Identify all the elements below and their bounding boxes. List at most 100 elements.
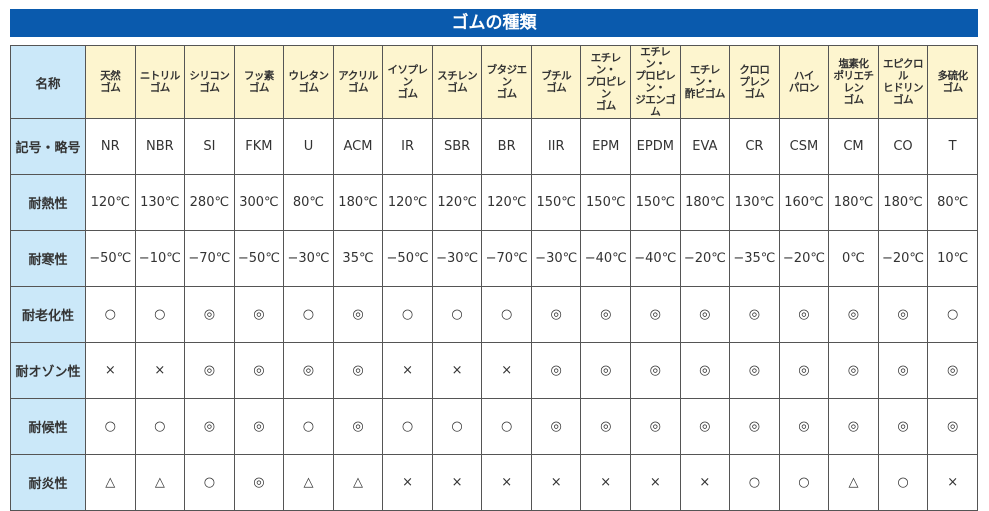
- table-cell: CR: [729, 118, 780, 175]
- table-cell: ×: [85, 342, 136, 399]
- table-cell: ◎: [877, 398, 929, 455]
- rubber-name: フッ素 ゴム: [233, 45, 285, 119]
- table-cell: ○: [481, 286, 532, 343]
- table-cell: IR: [382, 118, 433, 175]
- table-cell: ×: [382, 454, 433, 511]
- table-cell: ◎: [332, 342, 384, 399]
- table-cell: EPDM: [630, 118, 681, 175]
- table-cell: ○: [729, 454, 780, 511]
- table-cell: IIR: [530, 118, 582, 175]
- table-cell: ○: [134, 398, 186, 455]
- header-row: 名称 天然 ゴム ニトリル ゴム シリコン ゴム フッ素 ゴム ウレタン ゴム アクリル …: [10, 45, 978, 119]
- table-cell: ○: [431, 286, 483, 343]
- table-cell: ◎: [679, 342, 731, 399]
- table-cell: BR: [481, 118, 532, 175]
- table-cell: ×: [580, 454, 632, 511]
- table-cell: CO: [877, 118, 929, 175]
- table-cell: ○: [283, 398, 334, 455]
- table-cell: 35℃: [332, 230, 384, 287]
- table-cell: ×: [382, 342, 433, 399]
- table-cell: ◎: [184, 342, 235, 399]
- table-cell: ○: [184, 454, 235, 511]
- table-cell: 130℃: [729, 174, 780, 231]
- table-cell: ◎: [729, 398, 780, 455]
- table-cell: ◎: [877, 342, 929, 399]
- table-cell: ×: [431, 454, 483, 511]
- table-cell: ◎: [679, 286, 731, 343]
- table-cell: 160℃: [778, 174, 830, 231]
- rubber-name: クロロ プレン ゴム: [729, 45, 780, 119]
- table-cell: ○: [382, 398, 433, 455]
- rubber-name: 多硫化 ゴム: [927, 45, 978, 119]
- table-cell: ◎: [233, 454, 285, 511]
- table-cell: −40℃: [580, 230, 632, 287]
- table-cell: ○: [481, 398, 532, 455]
- table-cell: ◎: [184, 286, 235, 343]
- table-cell: SI: [184, 118, 235, 175]
- table-cell: △: [332, 454, 384, 511]
- table-cell: ◎: [530, 398, 582, 455]
- table-row: 耐寒性 −50℃ −10℃ −70℃ −50℃ −30℃ 35℃ −50℃ −30℃ −70℃ −3…: [10, 230, 978, 287]
- table-cell: −50℃: [233, 230, 285, 287]
- rubber-name: ブタジエン ゴム: [481, 45, 532, 119]
- table-cell: ◎: [927, 342, 978, 399]
- table-cell: 150℃: [580, 174, 632, 231]
- table-cell: ACM: [332, 118, 384, 175]
- table-cell: FKM: [233, 118, 285, 175]
- table-cell: −30℃: [530, 230, 582, 287]
- table-cell: −20℃: [778, 230, 830, 287]
- row-label: 記号・略号: [10, 118, 86, 175]
- table-cell: ○: [85, 398, 136, 455]
- table-cell: ×: [927, 454, 978, 511]
- table-cell: ×: [481, 342, 532, 399]
- table-cell: 120℃: [481, 174, 532, 231]
- rubber-name: ハイ パロン: [778, 45, 830, 119]
- table-cell: ◎: [877, 286, 929, 343]
- table-cell: 300℃: [233, 174, 285, 231]
- table-cell: 130℃: [134, 174, 186, 231]
- rubber-name: ニトリル ゴム: [134, 45, 186, 119]
- table-cell: ◎: [580, 398, 632, 455]
- table-cell: 120℃: [85, 174, 136, 231]
- table-cell: 120℃: [431, 174, 483, 231]
- table-cell: 80℃: [927, 174, 978, 231]
- table-cell: −35℃: [729, 230, 780, 287]
- table-cell: ◎: [233, 398, 285, 455]
- rubber-types-table: 名称 天然 ゴム ニトリル ゴム シリコン ゴム フッ素 ゴム ウレタン ゴム アクリル …: [10, 45, 978, 511]
- rubber-name: エチレン・ プロピレン・ ジエンゴム: [630, 45, 681, 119]
- table-cell: EPM: [580, 118, 632, 175]
- table-cell: △: [828, 454, 879, 511]
- table-cell: ◎: [778, 398, 830, 455]
- table-cell: −30℃: [283, 230, 334, 287]
- table-cell: ○: [85, 286, 136, 343]
- table-cell: −70℃: [184, 230, 235, 287]
- table-cell: ◎: [729, 342, 780, 399]
- table-cell: ◎: [778, 286, 830, 343]
- rubber-name: スチレン ゴム: [431, 45, 483, 119]
- table-row: 耐老化性 ○ ○ ◎ ◎ ○ ◎ ○ ○ ○ ◎ ◎ ◎ ◎ ◎ ◎ ◎ ◎ ○: [10, 286, 978, 343]
- table-cell: ◎: [233, 342, 285, 399]
- table-cell: ○: [134, 286, 186, 343]
- rubber-name: イソプレン ゴム: [382, 45, 433, 119]
- table-cell: ○: [382, 286, 433, 343]
- table-row: 記号・略号 NR NBR SI FKM U ACM IR SBR BR IIR EPM EPDM EVA C…: [10, 118, 978, 175]
- row-label: 耐老化性: [10, 286, 86, 343]
- table-cell: ◎: [580, 286, 632, 343]
- table-cell: ◎: [828, 286, 879, 343]
- table-cell: NBR: [134, 118, 186, 175]
- table-cell: ◎: [184, 398, 235, 455]
- table-cell: ◎: [630, 286, 681, 343]
- table-cell: ◎: [828, 398, 879, 455]
- table-cell: ×: [679, 454, 731, 511]
- table-row: 耐熱性 120℃ 130℃ 280℃ 300℃ 80℃ 180℃ 120℃ 120℃ 120℃ 15…: [10, 174, 978, 231]
- table-cell: 120℃: [382, 174, 433, 231]
- table-cell: CM: [828, 118, 879, 175]
- table-cell: U: [283, 118, 334, 175]
- table-cell: ○: [927, 286, 978, 343]
- table-cell: ◎: [530, 286, 582, 343]
- rubber-name: 塩素化 ポリエチレン ゴム: [828, 45, 879, 119]
- table-cell: ×: [481, 454, 532, 511]
- rubber-name: エチレン・ 酢ビゴム: [679, 45, 731, 119]
- table-cell: 180℃: [332, 174, 384, 231]
- table-cell: △: [134, 454, 186, 511]
